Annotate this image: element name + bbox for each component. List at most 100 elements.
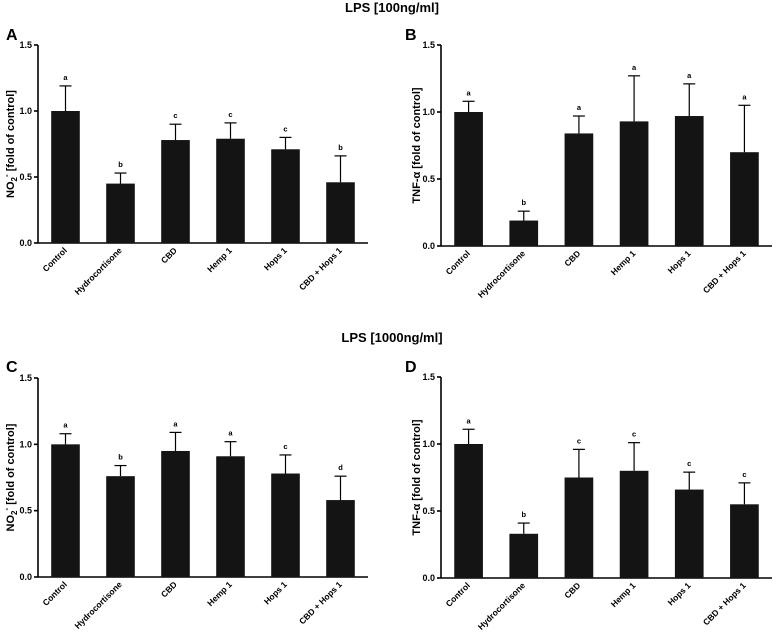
significance-letter: c bbox=[687, 459, 691, 468]
y-tick-label: 0.0 bbox=[19, 238, 32, 248]
y-tick-label: 1.0 bbox=[422, 107, 435, 117]
y-tick-label: 0.5 bbox=[19, 506, 32, 516]
category-label: Hops 1 bbox=[262, 245, 289, 272]
significance-letter: a bbox=[577, 103, 582, 112]
bar-hemp-1 bbox=[216, 138, 245, 243]
significance-letter: c bbox=[173, 111, 177, 120]
category-label: CBD bbox=[562, 248, 582, 268]
bar-hops-1 bbox=[271, 149, 300, 243]
significance-letter: c bbox=[283, 124, 287, 133]
y-tick-label: 1.5 bbox=[19, 40, 32, 50]
category-label: Control bbox=[40, 245, 68, 273]
category-label: CBD bbox=[562, 580, 582, 600]
bar-cbd-hops-1 bbox=[326, 500, 355, 577]
bar-hops-1 bbox=[674, 116, 704, 247]
significance-letter: b bbox=[338, 143, 343, 152]
bar-control bbox=[454, 112, 483, 246]
category-label: Hydrocortisone bbox=[476, 580, 528, 632]
y-tick-label: 0.0 bbox=[422, 241, 435, 251]
significance-letter: a bbox=[173, 419, 178, 428]
y-tick-label: 1.5 bbox=[422, 372, 435, 382]
category-label: Hops 1 bbox=[666, 580, 693, 607]
significance-letter: c bbox=[228, 110, 232, 119]
category-label: Control bbox=[444, 248, 472, 276]
y-axis-title: TNF-α [fold of control] bbox=[411, 419, 423, 535]
y-tick-label: 1.5 bbox=[19, 373, 32, 383]
bar-cbd bbox=[161, 140, 190, 243]
bar-cbd bbox=[564, 133, 594, 246]
category-label: Hemp 1 bbox=[609, 580, 638, 609]
significance-letter: b bbox=[521, 198, 526, 207]
y-tick-label: 1.5 bbox=[422, 40, 435, 50]
significance-letter: c bbox=[632, 430, 636, 439]
significance-letter: a bbox=[228, 429, 233, 438]
y-tick-label: 1.0 bbox=[19, 439, 32, 449]
y-axis-title: NO2- [fold of control] bbox=[2, 90, 19, 198]
bar-cbd-hops-1 bbox=[730, 504, 759, 578]
y-tick-label: 0.0 bbox=[422, 573, 435, 583]
bar-hemp-1 bbox=[619, 121, 649, 246]
category-label: Hemp 1 bbox=[205, 579, 234, 608]
y-tick-label: 1.0 bbox=[19, 106, 32, 116]
category-label: CBD bbox=[159, 245, 179, 265]
panel-letter: B bbox=[405, 27, 417, 44]
bar-cbd-hops-1 bbox=[326, 182, 355, 243]
bar-hydrocortisone bbox=[106, 183, 135, 243]
bar-control bbox=[51, 111, 80, 243]
panel-a: A 0.0 0.5 1.0 1.5 NO2- [fold of control] a Cont… bbox=[2, 27, 368, 297]
significance-letter: a bbox=[63, 73, 68, 82]
significance-letter: a bbox=[687, 71, 692, 80]
significance-letter: a bbox=[63, 421, 68, 430]
y-tick-label: 0.5 bbox=[422, 174, 435, 184]
bar-hemp-1 bbox=[619, 470, 649, 578]
panel-letter: D bbox=[405, 359, 417, 376]
section-title-1000: LPS [1000ng/ml] bbox=[341, 330, 442, 345]
panel-d: D 0.0 0.5 1.0 1.5 TNF-α [fold of control] a Con… bbox=[405, 359, 772, 632]
y-tick-label: 0.5 bbox=[19, 172, 32, 182]
bar-control bbox=[51, 444, 80, 577]
significance-letter: a bbox=[632, 63, 637, 72]
category-label: Hydrocortisone bbox=[72, 245, 124, 297]
y-axis-title: TNF-α [fold of control] bbox=[411, 87, 423, 203]
bar-cbd bbox=[161, 450, 190, 577]
category-label: Hemp 1 bbox=[205, 245, 234, 274]
panel-c: C 0.0 0.5 1.0 1.5 NO2- [fold of control] a Cont… bbox=[2, 359, 368, 631]
panel-letter: A bbox=[6, 27, 18, 44]
panel-letter: C bbox=[6, 359, 18, 376]
y-axis-title: NO2- [fold of control] bbox=[2, 423, 19, 531]
significance-letter: b bbox=[521, 510, 526, 519]
bar-hops-1 bbox=[271, 473, 300, 577]
significance-letter: c bbox=[742, 470, 746, 479]
bar-hydrocortisone bbox=[509, 533, 539, 578]
significance-letter: a bbox=[742, 92, 747, 101]
section-title-100: LPS [100ng/ml] bbox=[345, 0, 439, 15]
bar-cbd bbox=[564, 477, 594, 578]
significance-letter: b bbox=[118, 160, 123, 169]
category-label: Hops 1 bbox=[262, 579, 289, 606]
bar-control bbox=[454, 444, 483, 578]
significance-letter: c bbox=[577, 436, 581, 445]
significance-letter: d bbox=[338, 463, 343, 472]
y-tick-label: 0.0 bbox=[19, 572, 32, 582]
category-label: Hops 1 bbox=[666, 248, 693, 275]
category-label: CBD + Hops 1 bbox=[701, 248, 748, 295]
significance-letter: a bbox=[466, 416, 471, 425]
significance-letter: b bbox=[118, 453, 123, 462]
significance-letter: a bbox=[466, 88, 471, 97]
category-label: CBD bbox=[159, 579, 179, 599]
bar-cbd-hops-1 bbox=[730, 152, 759, 246]
bar-hydrocortisone bbox=[106, 476, 135, 577]
category-label: CBD + Hops 1 bbox=[297, 245, 344, 292]
category-label: Hemp 1 bbox=[609, 248, 638, 277]
category-label: Control bbox=[40, 579, 68, 607]
bar-hops-1 bbox=[674, 489, 704, 578]
panel-b: B 0.0 0.5 1.0 1.5 TNF-α [fold of control] a Con… bbox=[405, 27, 772, 300]
category-label: CBD + Hops 1 bbox=[701, 580, 748, 627]
bar-hemp-1 bbox=[216, 456, 245, 577]
significance-letter: c bbox=[283, 442, 287, 451]
y-tick-label: 1.0 bbox=[422, 439, 435, 449]
bar-hydrocortisone bbox=[509, 220, 539, 246]
category-label: Hydrocortisone bbox=[476, 248, 528, 300]
y-tick-label: 0.5 bbox=[422, 506, 435, 516]
